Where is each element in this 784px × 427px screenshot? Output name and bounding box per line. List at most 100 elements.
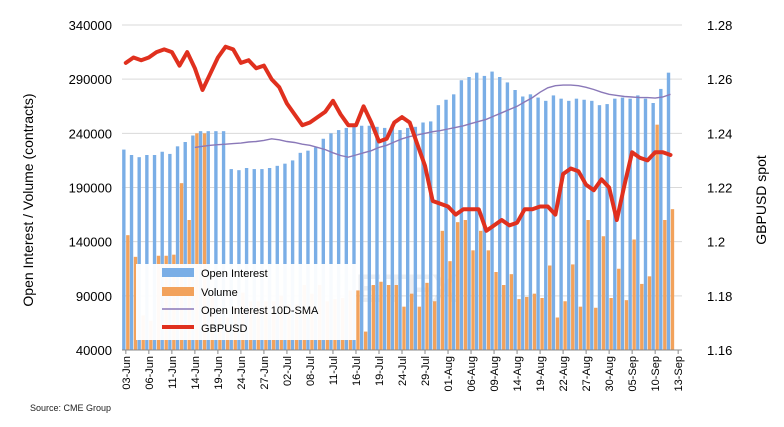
open-interest-bar [482, 75, 487, 351]
volume-bar [394, 285, 399, 350]
open-interest-bar [413, 126, 418, 350]
x-tick-label: 24-Jul [397, 356, 409, 386]
open-interest-bar [597, 105, 602, 351]
open-interest-bar [229, 169, 233, 350]
volume-bar [609, 298, 613, 350]
volume-bar [417, 306, 422, 350]
open-interest-bar [590, 100, 594, 350]
x-tick-label: 02-Jul [282, 356, 294, 386]
volume-bar [379, 281, 383, 350]
volume-bar [601, 236, 606, 350]
x-tick-label: 11-Jun [167, 356, 179, 389]
open-interest-bar [628, 98, 632, 351]
open-interest-bar [160, 151, 164, 350]
volume-bar [540, 298, 544, 350]
open-interest-bar [398, 130, 402, 350]
x-tick-label: 14-Jun [190, 356, 202, 390]
legend: Open Interest Volume Open Interest 10D-S… [136, 264, 356, 340]
volume-bar [471, 250, 475, 350]
open-interest-bar [198, 131, 203, 350]
volume-bar [617, 268, 621, 350]
open-interest-bar [536, 97, 540, 350]
open-interest-bar [145, 155, 149, 350]
x-tick-label: 22-Aug [558, 356, 570, 391]
right-axis-label: GBPUSD spot [753, 155, 769, 245]
source-note: Source: CME Group [30, 403, 112, 413]
volume-bar [548, 265, 552, 350]
open-interest-bar [137, 157, 141, 350]
x-tick-label: 24-Jun [236, 356, 248, 390]
x-tick-label: 06-Jun [144, 356, 156, 390]
gbpusd-line [123, 44, 673, 233]
open-interest-bar [513, 90, 517, 350]
left-tick-label: 240000 [69, 126, 112, 141]
left-tick-label: 190000 [69, 181, 112, 196]
volume-bar [532, 293, 537, 350]
legend-label-open-interest: Open Interest [201, 268, 268, 280]
volume-bar [586, 220, 590, 350]
open-interest-bar [244, 168, 249, 350]
open-interest-bar [659, 88, 663, 351]
open-interest-bar [344, 127, 349, 351]
right-tick-label: 1.16 [707, 343, 732, 358]
open-interest-bar [544, 100, 548, 350]
open-interest-bar [528, 94, 533, 350]
open-interest-bar [221, 131, 226, 350]
open-interest-bar [237, 170, 241, 350]
left-tick-label: 90000 [76, 289, 112, 304]
open-interest-bar [214, 131, 218, 350]
open-interest-bar [290, 160, 295, 350]
volume-bar [402, 306, 406, 350]
x-tick-label: 03-Jun [121, 356, 133, 390]
x-tick-label: 16-Jul [351, 356, 363, 386]
volume-bar [555, 317, 560, 350]
open-interest-bar [329, 133, 333, 350]
open-interest-bar [336, 130, 341, 350]
right-tick-label: 1.18 [707, 289, 732, 304]
volume-bar [363, 331, 368, 350]
open-interest-bar [313, 147, 318, 350]
volume-bar [578, 306, 583, 350]
legend-label-sma: Open Interest 10D-SMA [201, 305, 319, 317]
volume-bar [494, 272, 498, 350]
open-interest-bar [252, 169, 256, 350]
right-tick-label: 1.24 [707, 126, 732, 141]
open-interest-bar [382, 127, 387, 351]
x-tick-label: 27-Jun [259, 356, 271, 390]
open-interest-bar [260, 169, 264, 350]
open-interest-bar [651, 103, 655, 350]
open-interest-bar [559, 98, 563, 351]
right-axis-ticks: 1.16 1.18 1.2 1.22 1.24 1.26 1.28 [707, 18, 732, 358]
sma-line [194, 84, 671, 158]
open-interest-bar [152, 155, 157, 350]
open-interest-bar [613, 98, 617, 351]
open-interest-bar [175, 146, 180, 350]
open-interest-bar [206, 131, 210, 350]
volume-bar [663, 220, 667, 350]
volume-bar [463, 220, 468, 350]
open-interest-bar [283, 163, 287, 350]
open-interest-bars [122, 71, 671, 351]
open-interest-bar [168, 153, 172, 350]
x-tick-label: 11-Jul [328, 356, 340, 385]
open-interest-bar [452, 94, 456, 350]
open-interest-bar [298, 152, 302, 350]
volume-bar [509, 274, 514, 350]
volume-bar [640, 283, 644, 350]
open-interest-bar [498, 77, 502, 350]
right-tick-label: 1.2 [707, 235, 725, 250]
volume-bar [502, 285, 506, 350]
open-interest-bar [436, 105, 441, 351]
left-axis-label: Open Interest / Volume (contracts) [20, 93, 36, 306]
volume-bar [126, 235, 130, 350]
x-tick-label: 08-Jul [305, 356, 317, 386]
x-tick-label: 19-Aug [535, 356, 547, 391]
open-interest-bar [444, 99, 448, 350]
volume-bar [409, 293, 414, 350]
open-interest-bar [521, 96, 525, 350]
open-interest-bar [620, 97, 625, 350]
left-tick-label: 40000 [76, 343, 112, 358]
x-tick-label: 14-Aug [512, 356, 524, 391]
volume-bar [655, 124, 659, 351]
